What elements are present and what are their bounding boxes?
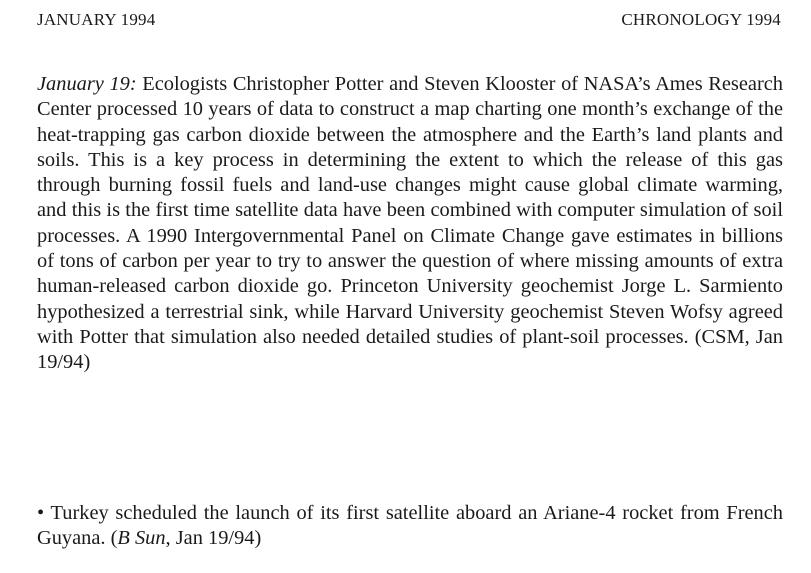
chronology-entry-potter-klooster: January 19: Ecologists Christopher Potte…	[37, 72, 783, 376]
source-citation: B Sun	[117, 527, 166, 550]
running-head: JANUARY 1994 CHRONOLOGY 1994	[37, 10, 781, 32]
running-head-title: CHRONOLOGY 1994	[621, 10, 781, 29]
bullet-marker: •	[37, 502, 45, 524]
chronology-entry-turkey-satellite: • Turkey scheduled the launch of its fir…	[37, 501, 783, 552]
entry-body: Turkey scheduled the launch of its first…	[37, 502, 783, 550]
entry-body: Ecologists Christopher Potter and Steven…	[37, 73, 783, 374]
entry-date: January 19:	[37, 73, 137, 95]
source-citation-date: , Jan 19/94)	[165, 527, 262, 550]
running-head-month: JANUARY 1994	[37, 10, 156, 29]
